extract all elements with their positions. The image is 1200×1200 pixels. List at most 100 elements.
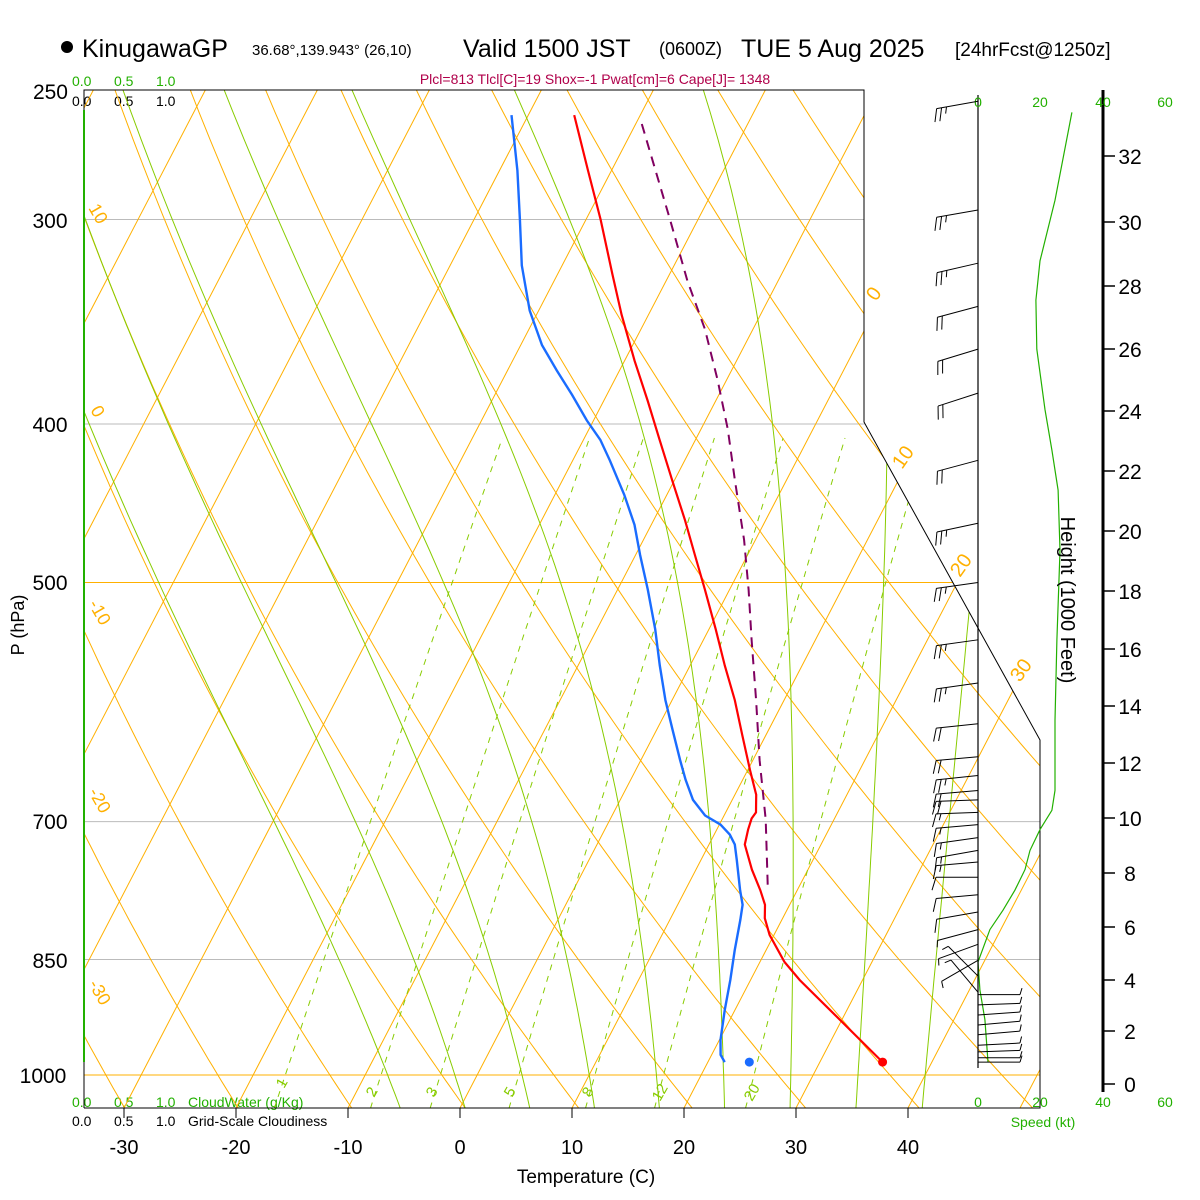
- station-dot-icon: [61, 41, 73, 53]
- isotherm-label: -30: [85, 976, 115, 1009]
- wind-barb-feather: [937, 793, 942, 808]
- wind-barb: [934, 849, 979, 872]
- wind-barb: [933, 723, 979, 742]
- wind-barb-feather: [933, 728, 937, 742]
- wind-barb-feather: [935, 531, 938, 546]
- height-tick: 4: [1124, 970, 1136, 993]
- wind-barb: [942, 945, 979, 977]
- station-name: KinugawaGP: [82, 35, 228, 63]
- dry-adiabat-line: [84, 90, 466, 1108]
- wind-barb-staff: [936, 824, 979, 829]
- wind-barb-feather: [938, 779, 942, 793]
- cloudwater-tick: 0.5: [114, 73, 134, 89]
- speed-tick: 40: [1095, 94, 1111, 110]
- dry-adiabat-line: [638, 90, 1040, 1108]
- isotherm-line: [84, 90, 318, 1108]
- isotherm-line: [347, 90, 878, 1108]
- pressure-tick: 500: [32, 572, 67, 595]
- pressure-axis-label: P (hPa): [8, 595, 28, 656]
- moist-adiabat-line: [349, 90, 660, 1108]
- temperature-line: [573, 114, 884, 1063]
- pressure-tick: 250: [33, 81, 68, 104]
- mixing-ratio-line: [429, 437, 644, 1108]
- height-tick: 8: [1124, 863, 1136, 886]
- wind-barb-feather: [932, 794, 937, 808]
- wind-barb-half-feather: [944, 644, 947, 652]
- cloudiness-tick: 0.5: [114, 1113, 134, 1129]
- height-tick: 0: [1124, 1074, 1136, 1097]
- isotherm-line: [795, 90, 1040, 1108]
- wind-barb-feather: [933, 688, 937, 703]
- wind-barb: [938, 943, 979, 966]
- wind-barb-half-feather: [945, 529, 948, 537]
- wind-barb-half-feather: [940, 856, 943, 864]
- height-tick: 2: [1124, 1021, 1136, 1044]
- wind-barb-half-feather: [944, 586, 947, 594]
- moist-adiabat-line: [511, 90, 725, 1108]
- isotherm-line: [84, 90, 430, 1108]
- wind-barb-feather: [933, 588, 937, 602]
- wind-barb-half-feather: [939, 865, 942, 872]
- wind-barb: [931, 811, 979, 828]
- surface-dewpoint-point: [744, 1057, 754, 1067]
- cloudiness-tick: 0.0: [72, 1113, 92, 1129]
- wind-barb-staff: [936, 789, 979, 795]
- wind-barb: [977, 1036, 1023, 1046]
- wind-barb-staff: [936, 811, 979, 815]
- temperature-tick: 20: [673, 1137, 695, 1159]
- wind-barb: [932, 824, 979, 842]
- wind-barb: [937, 348, 979, 375]
- height-tick: 14: [1118, 696, 1142, 719]
- dry-adiabat-line: [84, 90, 580, 1108]
- dry-adiabat-line: [112, 90, 693, 1108]
- isotherm-label: -20: [85, 784, 115, 817]
- wind-barb: [934, 100, 979, 123]
- temperature-tick: -20: [222, 1137, 251, 1159]
- mixing-ratio-label: 12: [649, 1081, 672, 1104]
- moist-adiabat-line: [84, 90, 466, 1108]
- wind-barb-half-feather: [939, 827, 942, 835]
- wind-barb: [936, 929, 979, 948]
- dry-adiabat-line: [1090, 84, 1200, 1108]
- wind-barb-feather: [931, 801, 937, 815]
- valid-date: TUE 5 Aug 2025: [741, 35, 924, 63]
- wind-barb-staff: [938, 943, 979, 960]
- mixing-ratio-label: 2: [363, 1084, 382, 1100]
- wind-barb-feather: [934, 919, 938, 933]
- wind-barb: [977, 1014, 1022, 1026]
- wind-barb: [932, 861, 979, 880]
- speed-tick: 20: [1032, 94, 1048, 110]
- isotherm-line: [235, 90, 766, 1108]
- wind-barb-staff: [977, 1049, 1020, 1053]
- wind-barb-feather: [938, 688, 942, 702]
- wind-barb: [978, 1055, 1023, 1063]
- wind-barb-feather: [933, 843, 937, 857]
- wind-barb-feather: [934, 108, 938, 123]
- moist-adiabat-line: [120, 90, 531, 1108]
- valid-time: Valid 1500 JST: [463, 35, 631, 63]
- wind-barb-staff: [936, 723, 979, 729]
- wind-barb-feather: [933, 645, 937, 660]
- wind-barb: [933, 582, 979, 602]
- wind-barb-half-feather: [944, 778, 947, 786]
- moist-adiabat-line: [221, 90, 595, 1108]
- height-tick: 22: [1118, 461, 1141, 484]
- wind-barb-feather: [932, 865, 937, 880]
- pressure-tick: 850: [32, 950, 67, 973]
- utc-time: (0600Z): [659, 39, 722, 59]
- wind-barb-half-feather: [1019, 1014, 1022, 1022]
- wind-barb-feather: [939, 216, 943, 230]
- wind-barb: [978, 1051, 1023, 1059]
- theta-label: 10: [888, 442, 919, 473]
- mixing-ratio-label: 5: [501, 1084, 520, 1100]
- moist-adiabat-line: [701, 90, 794, 1108]
- wind-barb-staff: [950, 959, 979, 993]
- dry-adiabat-line: [262, 90, 920, 1108]
- dry-adiabat-line: [84, 90, 239, 1108]
- speed-tick: 0: [974, 1094, 982, 1110]
- wind-barb-staff: [936, 639, 979, 647]
- dry-adiabat-line: [864, 90, 1040, 1108]
- mixing-ratio-line: [745, 437, 927, 1108]
- speed-axis-label: Speed (kt): [1011, 1114, 1076, 1130]
